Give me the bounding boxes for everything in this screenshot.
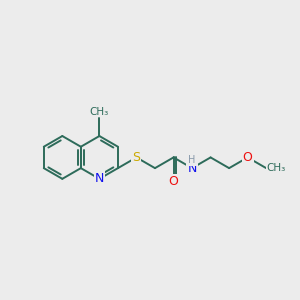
Text: H: H <box>188 155 196 165</box>
Text: O: O <box>243 151 253 164</box>
Text: CH₃: CH₃ <box>267 163 286 173</box>
Text: CH₃: CH₃ <box>90 107 109 117</box>
Text: N: N <box>188 162 197 175</box>
Text: O: O <box>169 175 178 188</box>
Text: N: N <box>95 172 104 185</box>
Text: S: S <box>133 151 140 164</box>
